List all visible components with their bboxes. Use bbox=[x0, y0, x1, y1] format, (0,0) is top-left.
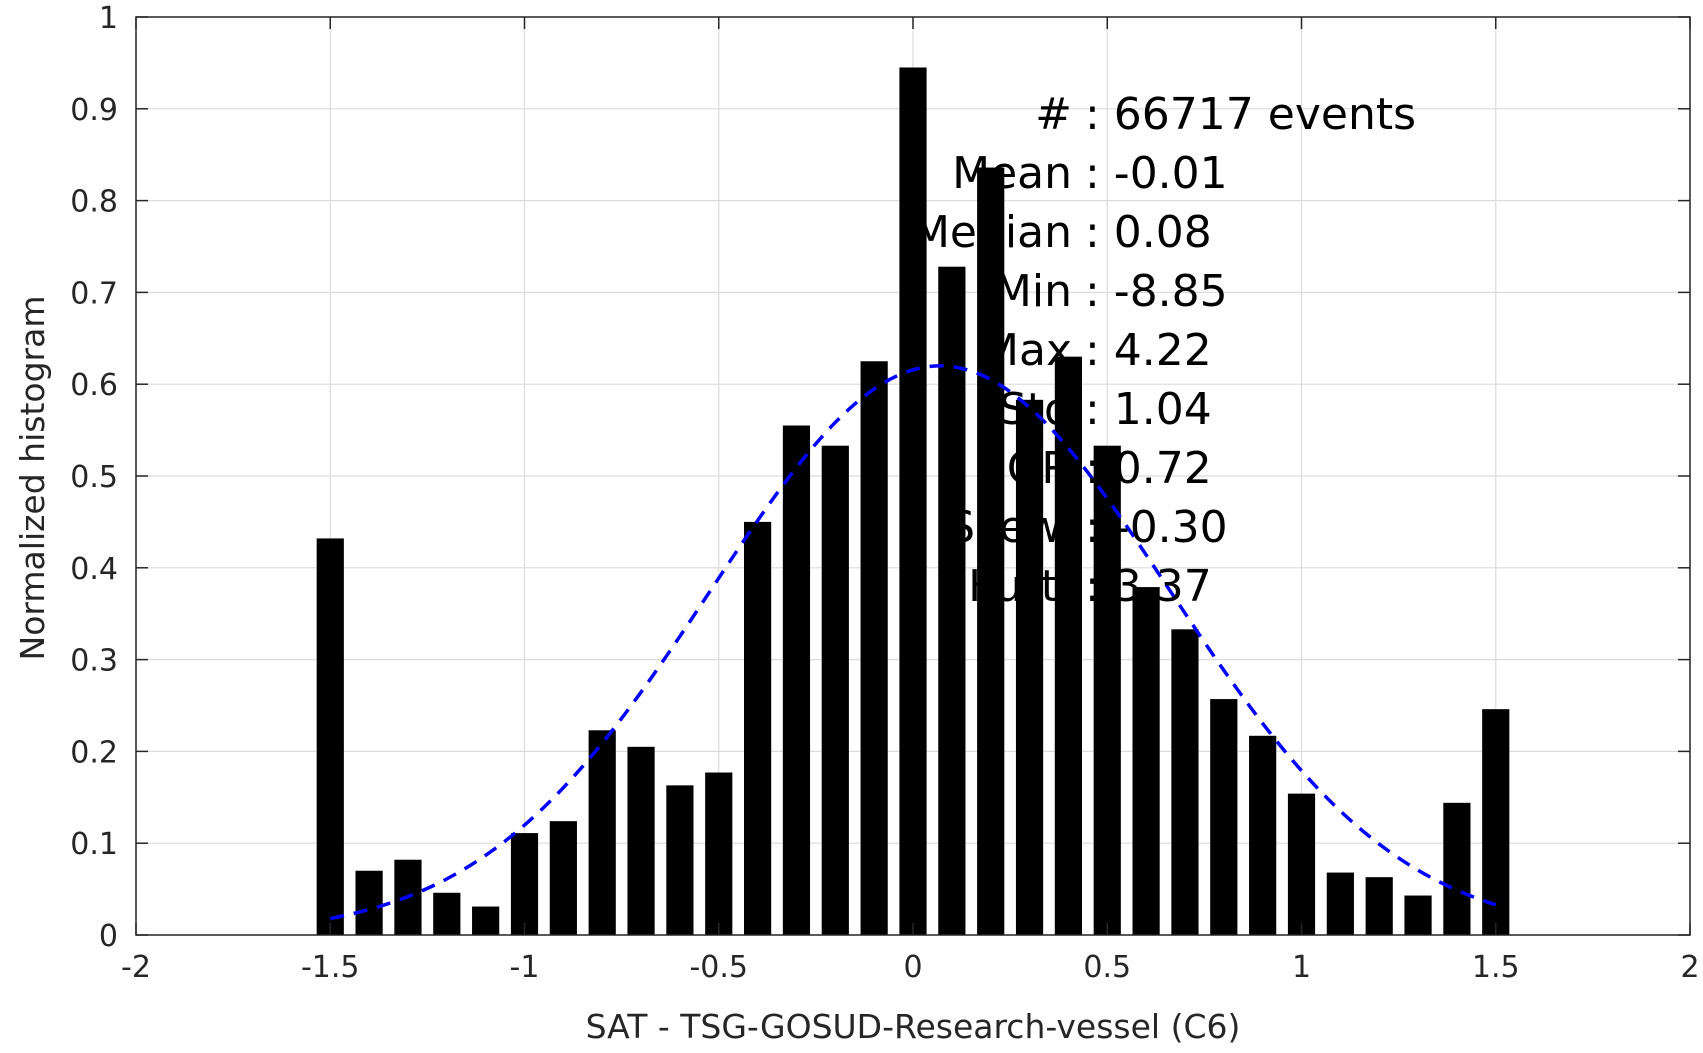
histogram-bar bbox=[549, 821, 577, 935]
x-tick-label: 1.5 bbox=[1472, 950, 1520, 985]
histogram-bar bbox=[1171, 629, 1199, 935]
statistics-annotation: # : 66717 events Mean : -0.01 Median : 0.08 Mi… bbox=[912, 89, 1416, 612]
stat-label: Skew. bbox=[947, 502, 1072, 553]
y-tick-label: 0.5 bbox=[70, 460, 118, 495]
y-axis-title: Normalized histogram bbox=[13, 296, 52, 661]
y-tick-label: 0.8 bbox=[70, 185, 118, 220]
axis-ticks bbox=[135, 16, 1691, 936]
x-axis-title: SAT - TSG-GOSUD-Research-vessel (C6) bbox=[586, 1007, 1241, 1046]
y-tick-label: 0.1 bbox=[70, 827, 118, 862]
histogram-bar bbox=[1132, 587, 1160, 935]
histogram-bar bbox=[1326, 872, 1354, 935]
stat-label: Min bbox=[994, 266, 1072, 317]
histogram-bar bbox=[355, 870, 383, 935]
stat-value: : 3.37 bbox=[1085, 561, 1212, 612]
histogram-bar bbox=[472, 906, 500, 935]
histogram-bar bbox=[1404, 895, 1432, 935]
histogram-bar bbox=[821, 445, 849, 935]
histogram-bar bbox=[1365, 877, 1393, 935]
histogram-bar bbox=[782, 425, 811, 935]
stat-value: : 0.08 bbox=[1085, 207, 1212, 258]
histogram-bar bbox=[1249, 735, 1277, 935]
stat-value: : 4.22 bbox=[1085, 325, 1212, 376]
histogram-bar bbox=[1015, 399, 1044, 935]
x-tick-label: -1.5 bbox=[301, 950, 360, 985]
gaussian-fit-curve bbox=[329, 364, 1497, 921]
y-tick-label: 0.7 bbox=[70, 276, 118, 311]
x-tick-label: 1 bbox=[1292, 950, 1311, 985]
x-tick-label: -0.5 bbox=[689, 950, 748, 985]
x-tick-label: -2 bbox=[121, 950, 151, 985]
histogram-bar bbox=[588, 730, 616, 935]
stat-label: Median bbox=[912, 207, 1072, 258]
histogram-bar bbox=[316, 538, 344, 935]
histogram-bar bbox=[1287, 793, 1316, 935]
y-tick-label: 0.3 bbox=[70, 644, 118, 679]
stat-value: : -8.85 bbox=[1085, 266, 1228, 317]
histogram-bar bbox=[938, 266, 966, 935]
y-tick-label: 0.4 bbox=[70, 552, 118, 587]
stat-label: # bbox=[1035, 89, 1072, 140]
histogram-bar bbox=[433, 892, 461, 935]
histogram-bar bbox=[899, 67, 927, 936]
stat-label: Kurt. bbox=[968, 561, 1072, 612]
x-tick-labels: -2 -1.5 -1 -0.5 0 0.5 1 1.5 2 bbox=[121, 950, 1700, 985]
x-tick-label: 0.5 bbox=[1083, 950, 1131, 985]
histogram-bar bbox=[1482, 709, 1510, 935]
x-tick-label: 0 bbox=[903, 950, 922, 985]
y-tick-label: 0.2 bbox=[70, 735, 118, 770]
histogram-bar bbox=[1443, 802, 1471, 935]
stat-value: : 1.04 bbox=[1085, 384, 1212, 435]
stat-value: : 0.72 bbox=[1085, 443, 1212, 494]
stat-label: Mean bbox=[952, 148, 1072, 199]
stat-value: : -0.01 bbox=[1085, 148, 1228, 199]
y-tick-labels: 0 0.1 0.2 0.3 0.4 0.5 0.6 0.7 0.8 0.9 1 bbox=[70, 1, 118, 954]
stat-label: Std bbox=[999, 384, 1072, 435]
histogram-bar bbox=[977, 167, 1005, 935]
x-tick-label: 2 bbox=[1680, 950, 1699, 985]
histogram-bars bbox=[316, 67, 1510, 936]
stat-value: : -0.30 bbox=[1085, 502, 1228, 553]
histogram-bar bbox=[860, 361, 888, 935]
histogram-bar bbox=[1093, 445, 1121, 935]
y-tick-label: 0.6 bbox=[70, 368, 118, 403]
histogram-bar bbox=[744, 521, 772, 935]
y-tick-label: 0.9 bbox=[70, 93, 118, 128]
y-tick-label: 1 bbox=[99, 1, 118, 36]
stat-value: : 66717 events bbox=[1085, 89, 1416, 140]
y-tick-label: 0 bbox=[99, 919, 118, 954]
histogram-bar bbox=[1054, 356, 1082, 935]
histogram-bar bbox=[510, 833, 539, 935]
histogram-bar bbox=[705, 772, 733, 935]
stat-label: IQR bbox=[994, 443, 1072, 494]
x-tick-label: -1 bbox=[510, 950, 540, 985]
histogram-bar bbox=[666, 785, 694, 935]
histogram-bar bbox=[1210, 699, 1238, 935]
stat-label: Max bbox=[981, 325, 1072, 376]
histogram-bar bbox=[627, 746, 655, 935]
